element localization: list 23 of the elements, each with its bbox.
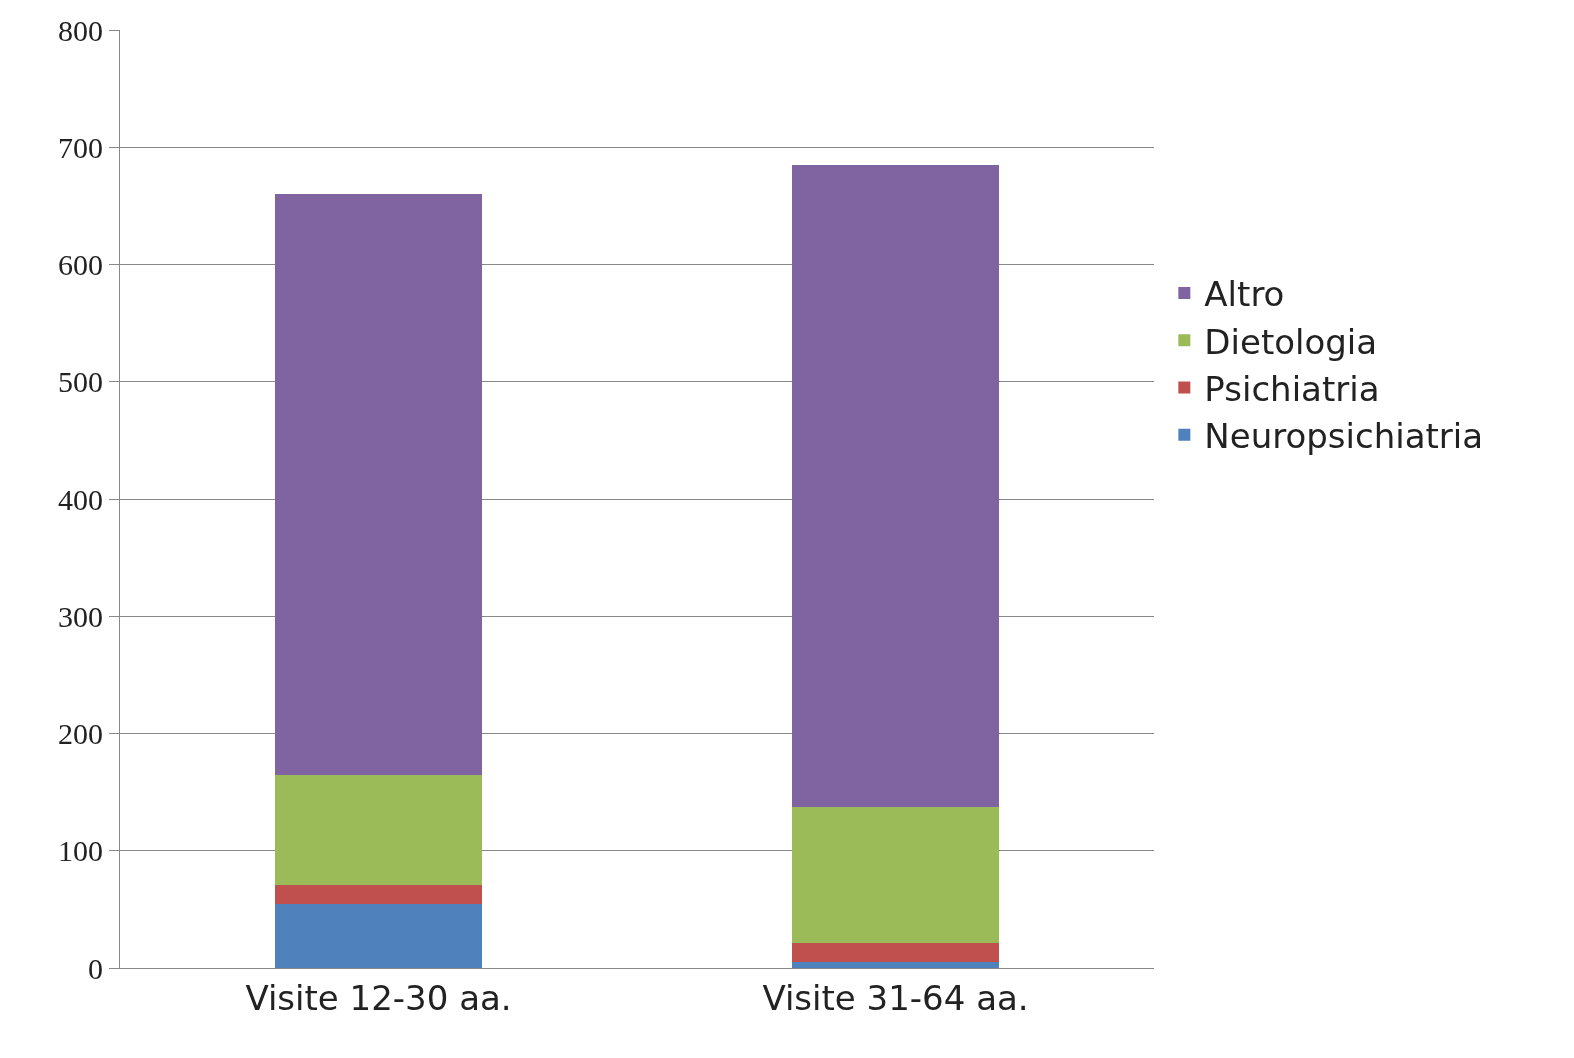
bar [792, 962, 999, 968]
legend-label: Psichiatria [1204, 368, 1380, 409]
legend-label: Dietologia [1204, 321, 1378, 362]
bar [275, 774, 482, 885]
y-tick-label: 700 [58, 130, 103, 164]
y-tick-label: 800 [58, 13, 103, 47]
bar [275, 194, 482, 775]
legend-label: Neuropsichiatria [1204, 415, 1484, 456]
y-tick-label: 100 [58, 834, 103, 868]
legend-label: Altro [1204, 274, 1285, 315]
bar [792, 164, 999, 808]
y-tick-label: 200 [58, 717, 103, 750]
bar [275, 903, 482, 968]
y-tick-label: 500 [58, 365, 103, 399]
y-tick-label: 400 [58, 482, 103, 516]
y-tick-label: 600 [58, 248, 103, 281]
y-tick-label: 0 [88, 951, 103, 985]
x-tick-label: Visite 12-30 aa. [245, 977, 512, 1018]
bar [275, 884, 482, 904]
y-tick-label: 300 [58, 599, 103, 633]
x-tick-label: Visite 31-64 aa. [762, 977, 1029, 1018]
bar [792, 943, 999, 963]
bar [792, 807, 999, 944]
